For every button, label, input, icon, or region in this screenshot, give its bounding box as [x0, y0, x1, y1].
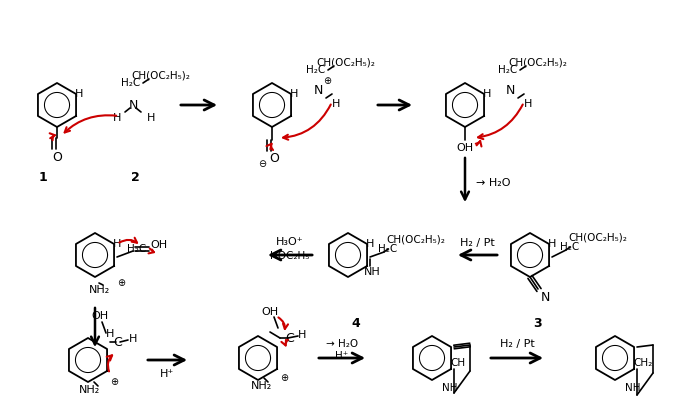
Text: CH(OC₂H₅)₂: CH(OC₂H₅)₂ [568, 232, 627, 242]
Text: H: H [483, 89, 491, 99]
Text: N: N [505, 83, 514, 97]
Text: NH: NH [363, 267, 380, 277]
Text: NH₂: NH₂ [88, 285, 110, 295]
Text: 2: 2 [131, 171, 139, 183]
Text: H₂C: H₂C [379, 244, 398, 254]
Text: ⊕: ⊕ [110, 377, 118, 387]
Text: H₂C: H₂C [127, 244, 146, 254]
Text: N: N [540, 290, 550, 303]
Text: H: H [366, 239, 375, 249]
Text: H: H [524, 99, 532, 109]
Text: H₂C: H₂C [121, 78, 141, 88]
Text: H₂ / Pt: H₂ / Pt [500, 339, 534, 349]
Text: ⊕: ⊕ [323, 76, 331, 86]
Text: 4: 4 [351, 317, 360, 330]
Text: H₂C: H₂C [561, 242, 580, 252]
Text: H₂C: H₂C [498, 65, 517, 75]
Text: → H₂O: → H₂O [326, 339, 358, 349]
Text: C: C [113, 335, 122, 349]
Text: ⊕: ⊕ [117, 278, 125, 288]
Text: N: N [128, 98, 138, 112]
Text: CH(OC₂H₅)₂: CH(OC₂H₅)₂ [132, 70, 190, 80]
Text: CH(OC₂H₅)₂: CH(OC₂H₅)₂ [386, 234, 445, 244]
Text: → H₂O: → H₂O [476, 178, 510, 188]
Text: 3: 3 [533, 317, 542, 330]
Text: CH(OC₂H₅)₂: CH(OC₂H₅)₂ [509, 57, 568, 67]
Text: H: H [332, 99, 340, 109]
Text: NH₂: NH₂ [79, 385, 101, 395]
Text: 1: 1 [38, 171, 48, 183]
Text: O: O [269, 151, 279, 164]
Text: H: H [106, 329, 114, 339]
Text: H: H [75, 89, 83, 99]
Text: OH: OH [150, 240, 167, 250]
Text: O: O [52, 151, 62, 164]
Text: OH: OH [92, 311, 108, 321]
Text: NH: NH [625, 383, 640, 393]
Text: CH₂: CH₂ [634, 358, 652, 368]
Text: H: H [129, 334, 137, 344]
Text: ⊖: ⊖ [258, 159, 266, 169]
Text: HOC₂H₅: HOC₂H₅ [270, 251, 309, 261]
Text: H: H [113, 113, 121, 123]
Text: NH: NH [442, 383, 458, 393]
Text: H: H [298, 330, 306, 340]
Text: N: N [314, 83, 323, 97]
Text: H⁺: H⁺ [160, 369, 174, 379]
Text: H⁺: H⁺ [335, 351, 349, 361]
Text: H₂ / Pt: H₂ / Pt [460, 238, 494, 248]
Text: CH: CH [450, 358, 466, 368]
Text: OH: OH [261, 307, 279, 317]
Text: OH: OH [456, 143, 474, 153]
Text: H: H [147, 113, 155, 123]
Text: NH₂: NH₂ [251, 381, 272, 391]
Text: ⊕: ⊕ [280, 373, 288, 383]
Text: H: H [548, 239, 556, 249]
Text: CH(OC₂H₅)₂: CH(OC₂H₅)₂ [316, 57, 375, 67]
Text: H₃O⁺: H₃O⁺ [276, 237, 304, 247]
Text: H: H [113, 239, 121, 249]
Text: C: C [286, 332, 295, 344]
Text: H₂C: H₂C [307, 65, 326, 75]
Text: H: H [290, 89, 298, 99]
